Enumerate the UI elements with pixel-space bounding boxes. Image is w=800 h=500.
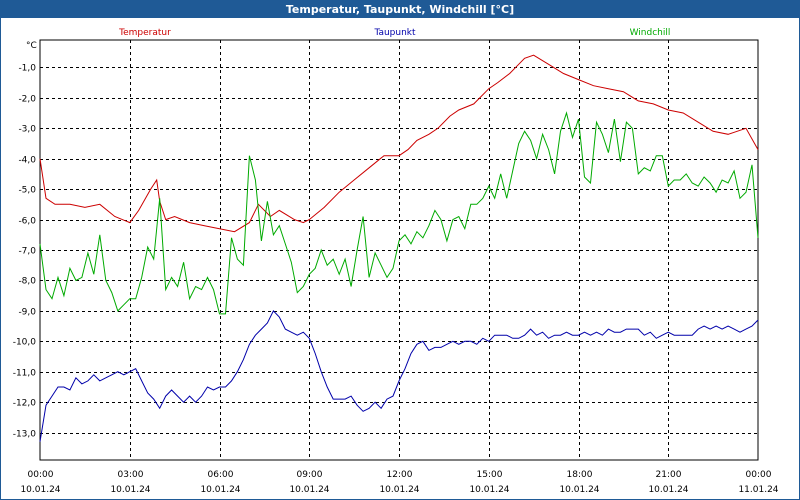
x-tick-time: 18:00 bbox=[567, 470, 593, 480]
x-tick-time: 00:00 bbox=[746, 470, 772, 480]
series-line-taupunkt bbox=[39, 310, 759, 442]
y-tick-label: -3,0 bbox=[18, 125, 36, 135]
x-tick-date: 10.01.24 bbox=[559, 485, 599, 495]
x-tick-time: 00:00 bbox=[28, 470, 54, 480]
grid bbox=[40, 40, 758, 460]
y-tick-label: -7,0 bbox=[18, 247, 36, 257]
y-axis-labels: -1,0 -2,0 -3,0 -4,0 -5,0 -6,0 -7,0 -8,0 -9,0 -10,… bbox=[13, 64, 37, 440]
y-tick-label: -11,0 bbox=[13, 369, 37, 379]
series-lines bbox=[39, 54, 759, 442]
y-axis-unit: °C bbox=[26, 41, 37, 51]
x-tick-date: 10.01.24 bbox=[379, 485, 419, 495]
x-tick-time: 09:00 bbox=[297, 470, 323, 480]
x-tick-date: 10.01.24 bbox=[20, 485, 60, 495]
x-tick-time: 12:00 bbox=[387, 470, 413, 480]
y-tick-label: -13,0 bbox=[13, 430, 37, 440]
legend-windchill: Windchill bbox=[630, 28, 671, 38]
legend-temperatur: Temperatur bbox=[118, 28, 171, 38]
x-tick-date: 10.01.24 bbox=[110, 485, 150, 495]
series-line-windchill bbox=[39, 111, 759, 315]
y-tick-label: -8,0 bbox=[18, 277, 36, 287]
series-line-temperatur bbox=[39, 54, 759, 233]
y-tick-label: -2,0 bbox=[18, 95, 36, 105]
y-tick-label: -6,0 bbox=[18, 217, 36, 227]
x-tick-date: 10.01.24 bbox=[289, 485, 329, 495]
x-tick-date: 10.01.24 bbox=[648, 485, 688, 495]
y-tick-label: -9,0 bbox=[18, 308, 36, 318]
y-tick-label: -1,0 bbox=[18, 64, 36, 74]
chart-title: Temperatur, Taupunkt, Windchill [°C] bbox=[1, 1, 799, 18]
x-tick-time: 03:00 bbox=[118, 470, 144, 480]
x-tick-time: 15:00 bbox=[477, 470, 503, 480]
x-tick-time: 06:00 bbox=[208, 470, 234, 480]
x-tick-date: 10.01.24 bbox=[200, 485, 240, 495]
x-tick-time: 21:00 bbox=[656, 470, 682, 480]
y-tick-label: -10,0 bbox=[13, 338, 37, 348]
x-axis-labels: 00:00 10.01.24 03:00 10.01.24 06:00 10.01.24 0… bbox=[20, 470, 778, 495]
x-tick-date: 10.01.24 bbox=[469, 485, 509, 495]
legend-taupunkt: Taupunkt bbox=[373, 28, 416, 38]
y-tick-label: -12,0 bbox=[13, 399, 37, 409]
y-tick-label: -5,0 bbox=[18, 186, 36, 196]
x-tick-date: 11.01.24 bbox=[738, 485, 778, 495]
y-tick-label: -4,0 bbox=[18, 156, 36, 166]
